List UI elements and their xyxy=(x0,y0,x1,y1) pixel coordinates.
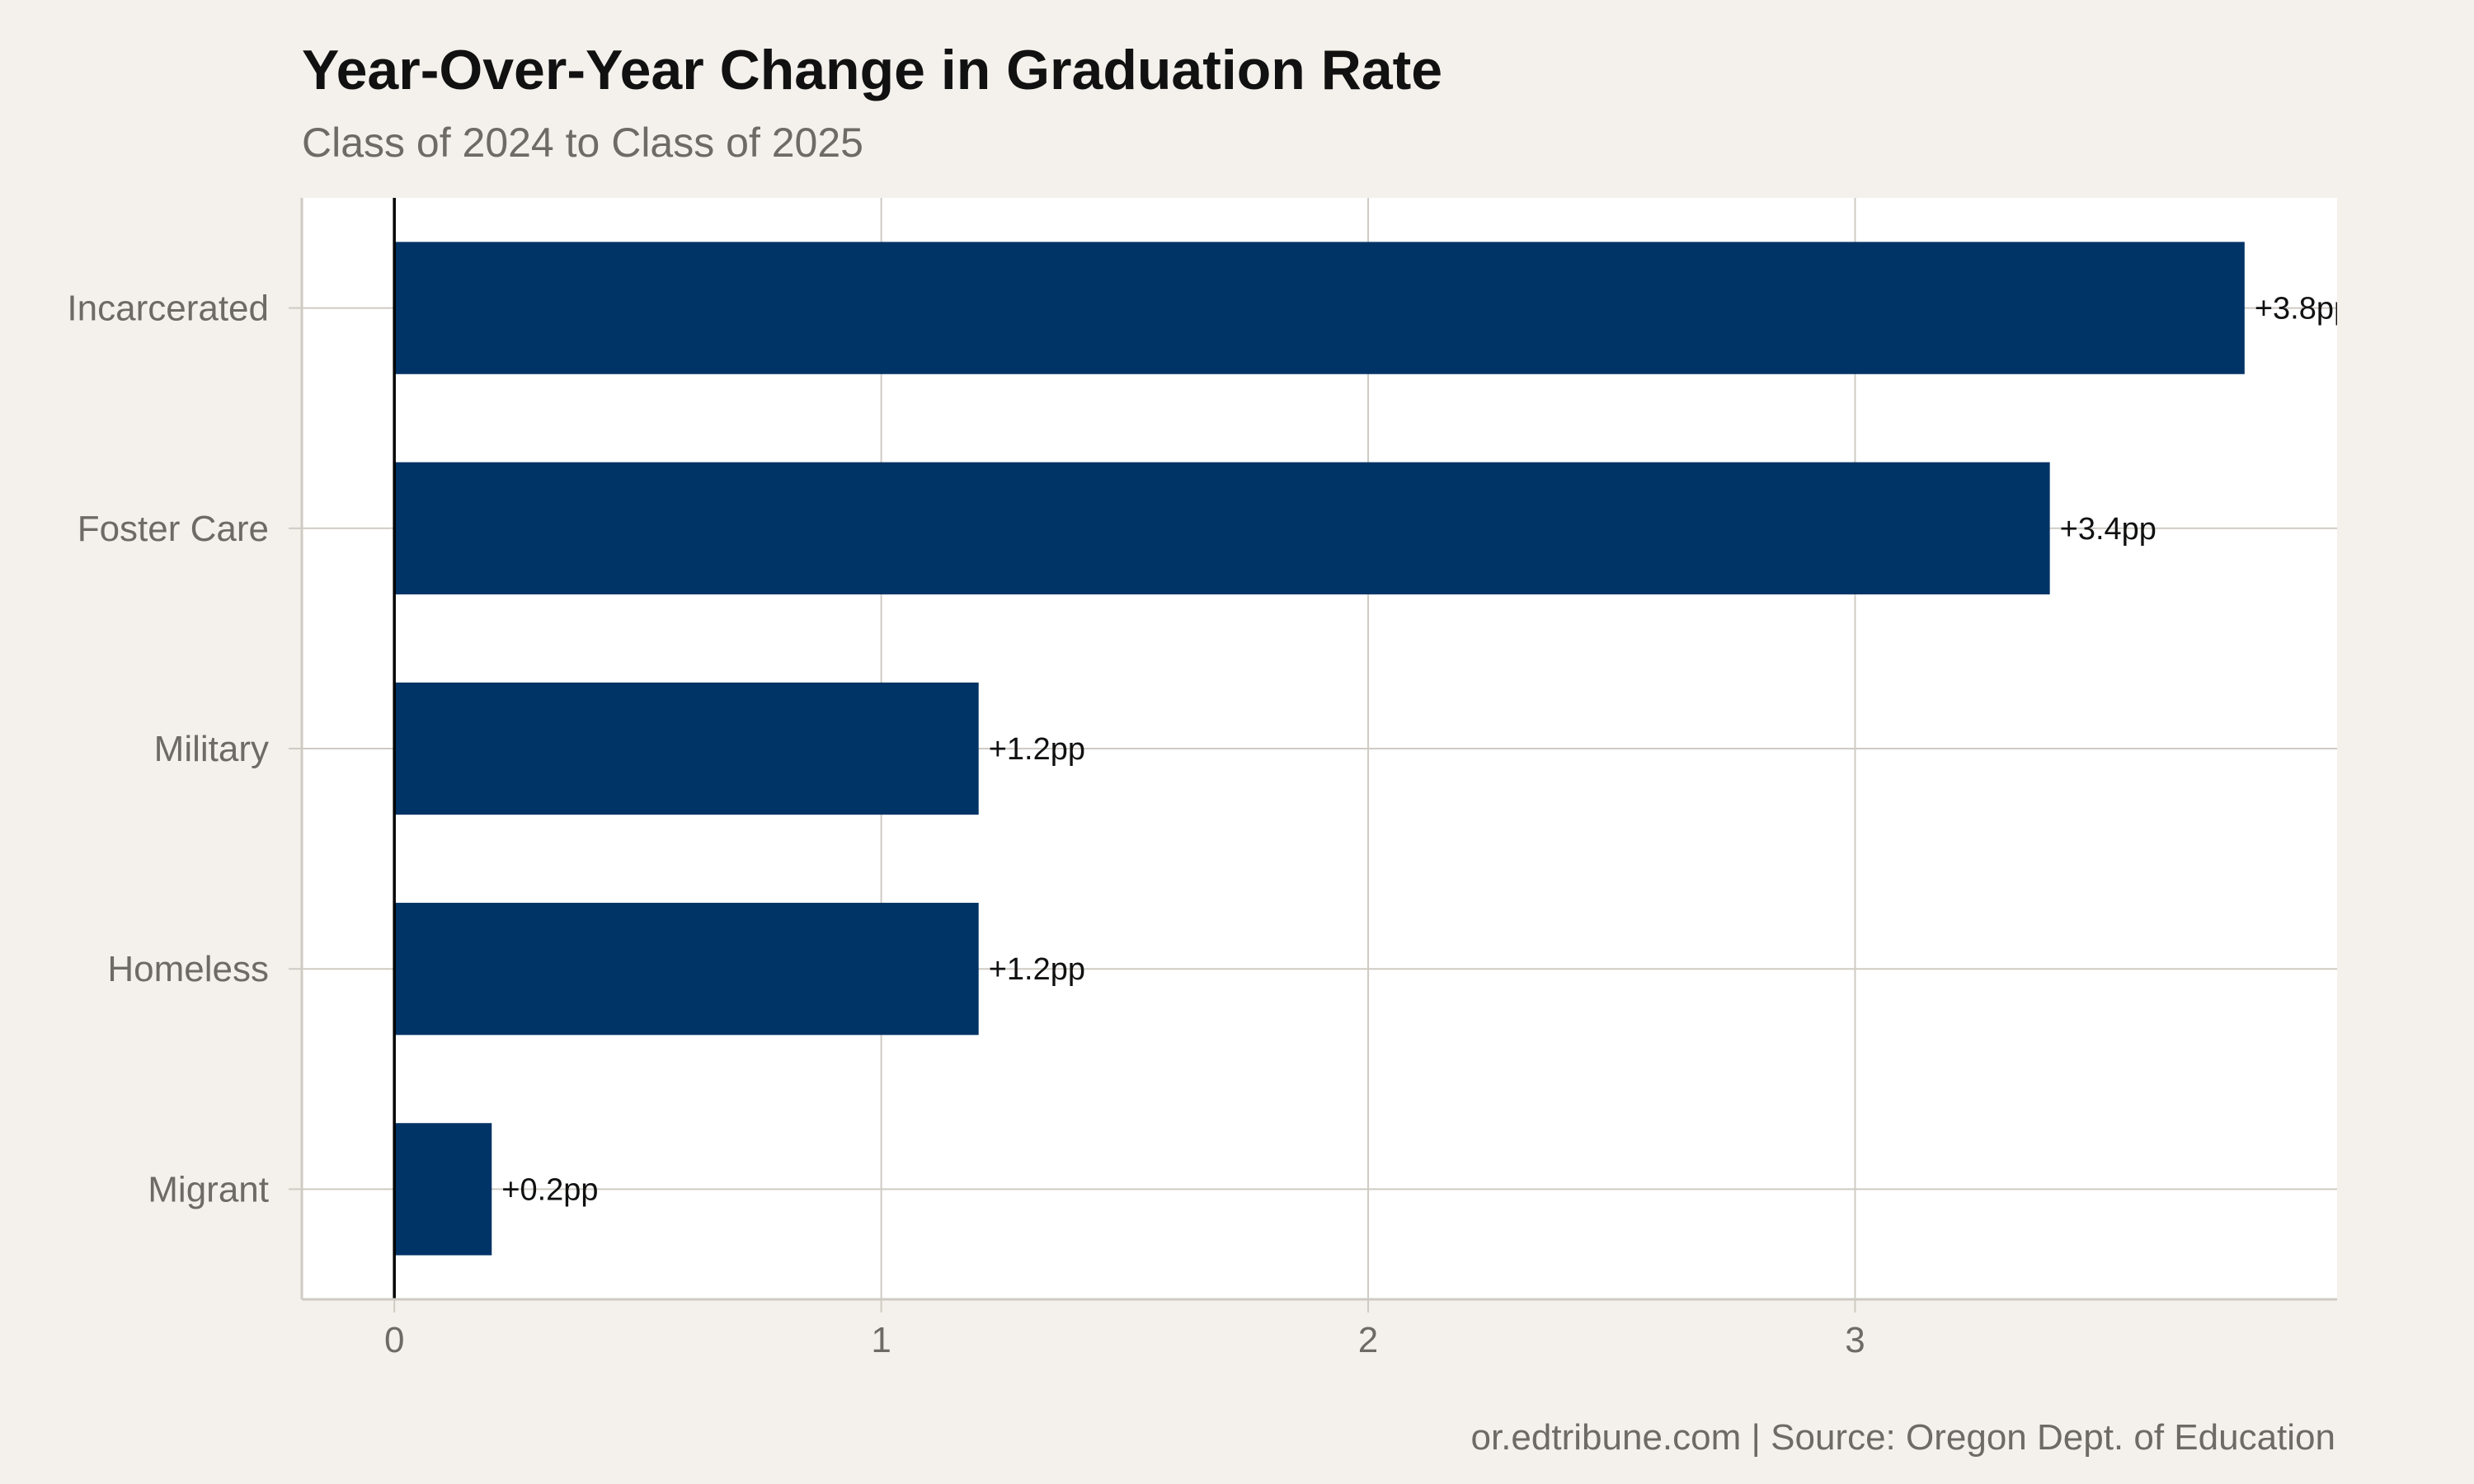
x-tick-label: 2 xyxy=(1358,1320,1378,1360)
bar xyxy=(394,1123,492,1256)
y-tick-label: Homeless xyxy=(107,949,269,989)
y-tick-label: Migrant xyxy=(148,1169,269,1209)
bar xyxy=(394,903,979,1036)
chart-title: Year-Over-Year Change in Graduation Rate xyxy=(302,39,1442,101)
x-tick-label: 3 xyxy=(1845,1320,1865,1360)
y-tick-label: Military xyxy=(154,729,269,769)
bar xyxy=(394,462,2050,594)
data-label: +3.4pp xyxy=(2060,512,2157,547)
y-tick-label: Incarcerated xyxy=(67,289,269,329)
data-label: +1.2pp xyxy=(989,952,1085,987)
x-tick-label: 0 xyxy=(384,1320,404,1360)
x-tick-label: 1 xyxy=(871,1320,891,1360)
data-label: +3.8pp xyxy=(2255,292,2351,326)
axes: Incarcerated Foster Care Military Homeless M… xyxy=(67,198,2337,1360)
data-label: +0.2pp xyxy=(501,1172,598,1207)
data-labels: +3.8pp +3.4pp +1.2pp +1.2pp +0.2pp xyxy=(501,292,2351,1208)
bars xyxy=(394,242,2245,1256)
y-tick-label: Foster Care xyxy=(78,509,269,549)
chart-caption: or.edtribune.com | Source: Oregon Dept. … xyxy=(1471,1417,2335,1458)
chart-subtitle: Class of 2024 to Class of 2025 xyxy=(302,120,863,166)
bar xyxy=(394,242,2245,374)
data-label: +1.2pp xyxy=(989,732,1085,767)
bar xyxy=(394,682,979,815)
